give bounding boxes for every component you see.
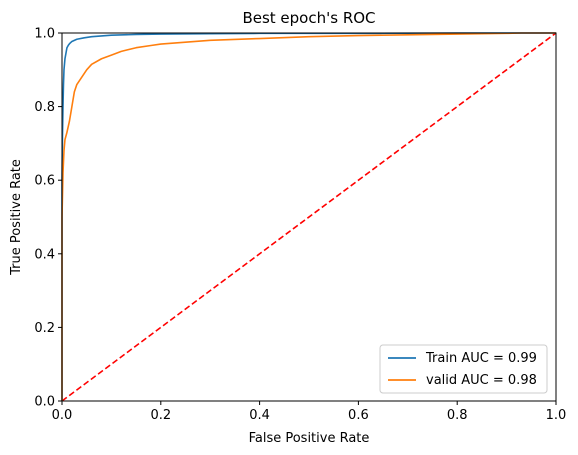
legend-box: [379, 344, 548, 394]
y-tick-label: 0.2: [34, 321, 55, 336]
legend-label-valid: valid AUC = 0.98: [426, 373, 537, 388]
series-line-valid: [61, 32, 556, 401]
x-tick-label: 0.6: [348, 408, 369, 423]
y-axis-label: True Positive Rate: [9, 159, 24, 276]
y-tick-label: 1.0: [34, 27, 55, 42]
x-axis-ticks: 0.0 0.2 0.4 0.6 0.8 1.0: [52, 401, 567, 423]
x-tick-label: 0.4: [249, 408, 270, 423]
legend: Train AUC = 0.99 valid AUC = 0.98: [379, 344, 548, 394]
y-tick-label: 0.6: [34, 174, 55, 189]
diagonal-reference-line: [61, 32, 557, 402]
x-tick-label: 0.2: [150, 408, 171, 423]
plot-frame: [61, 32, 557, 402]
legend-label-train: Train AUC = 0.99: [425, 351, 537, 366]
x-tick-label: 0.0: [52, 408, 73, 423]
x-axis-label: False Positive Rate: [249, 431, 370, 446]
x-tick-label: 1.0: [546, 408, 567, 423]
y-tick-label: 0.4: [34, 247, 55, 262]
chart-title: Best epoch's ROC: [242, 9, 375, 27]
y-tick-label: 0.0: [34, 395, 55, 410]
x-tick-label: 0.8: [447, 408, 468, 423]
y-tick-label: 0.8: [34, 100, 55, 115]
y-axis-ticks: 0.0 0.2 0.4 0.6 0.8 1.0: [34, 27, 62, 410]
